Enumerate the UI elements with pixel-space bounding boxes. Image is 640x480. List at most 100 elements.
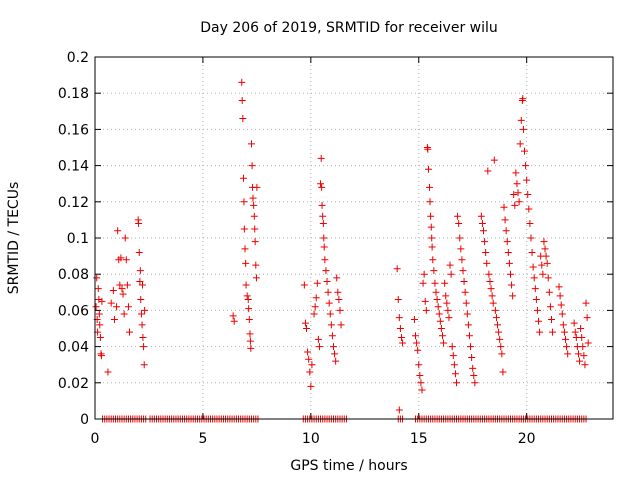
- data-point: [546, 303, 554, 311]
- data-point: [336, 306, 344, 314]
- y-tick-label: 0.2: [67, 50, 89, 66]
- data-point: [140, 343, 148, 351]
- data-point: [243, 292, 251, 300]
- data-point: [584, 339, 592, 347]
- data-point: [321, 256, 329, 264]
- data-point: [578, 334, 586, 342]
- data-point: [248, 162, 256, 170]
- data-point: [447, 270, 455, 278]
- data-point: [424, 165, 432, 173]
- data-point: [576, 357, 584, 365]
- data-point: [136, 277, 144, 285]
- data-point: [501, 216, 509, 224]
- data-point: [252, 261, 260, 269]
- data-point: [536, 328, 544, 336]
- data-point: [396, 325, 404, 332]
- data-point: [464, 321, 472, 329]
- data-point: [334, 288, 342, 296]
- data-point: [119, 290, 127, 298]
- data-point: [465, 332, 473, 340]
- data-point: [469, 364, 477, 372]
- data-point: [118, 285, 126, 293]
- data-point: [571, 328, 579, 336]
- data-point: [558, 310, 566, 318]
- data-point: [506, 270, 514, 278]
- data-point: [332, 357, 340, 365]
- y-axis-ticks: 0 0.02 0.04 0.06 0.08 0.1 0.12 0.14 0.16 0.18 0.2: [58, 50, 613, 428]
- data-point: [104, 368, 112, 376]
- data-point: [517, 116, 525, 124]
- data-point: [527, 234, 535, 242]
- data-point: [95, 310, 103, 318]
- data-point: [533, 306, 541, 314]
- data-point: [557, 301, 565, 309]
- data-point: [456, 234, 464, 242]
- data-point: [454, 212, 462, 220]
- data-point: [138, 321, 146, 329]
- data-point: [395, 314, 403, 322]
- data-point: [478, 220, 486, 228]
- y-tick-label: 0.02: [58, 376, 89, 392]
- data-point: [140, 361, 148, 369]
- data-point: [514, 189, 522, 197]
- data-point: [496, 335, 504, 343]
- data-point: [110, 315, 118, 323]
- data-point: [249, 194, 257, 202]
- y-tick-label: 0.12: [58, 195, 89, 211]
- data-point: [545, 288, 553, 296]
- data-point: [325, 299, 333, 307]
- data-point: [530, 274, 538, 282]
- data-point: [238, 78, 246, 86]
- data-point: [511, 201, 519, 209]
- data-point: [547, 315, 555, 323]
- data-point: [323, 277, 331, 285]
- data-point: [240, 198, 248, 206]
- data-point: [394, 296, 402, 304]
- data-point: [544, 274, 552, 282]
- data-point: [483, 259, 491, 267]
- data-point: [487, 285, 495, 293]
- y-tick-label: 0.14: [58, 159, 89, 175]
- data-point: [242, 281, 250, 289]
- data-point: [448, 343, 456, 351]
- data-point: [445, 314, 453, 322]
- data-point: [489, 299, 497, 307]
- data-point: [320, 234, 328, 242]
- data-point: [96, 334, 104, 342]
- data-point: [515, 198, 523, 206]
- data-point: [528, 248, 536, 256]
- data-point: [97, 352, 105, 360]
- data-point: [319, 220, 327, 228]
- y-tick-label: 0.06: [58, 303, 89, 319]
- data-point: [559, 321, 567, 329]
- data-point: [331, 350, 339, 358]
- data-point: [460, 277, 468, 285]
- data-point: [253, 183, 261, 191]
- x-tick-label: 15: [410, 431, 428, 447]
- data-point: [426, 183, 434, 191]
- data-point: [431, 279, 439, 287]
- data-point: [420, 270, 428, 278]
- data-point: [139, 334, 147, 342]
- data-point: [122, 256, 130, 264]
- data-point: [141, 306, 149, 314]
- data-point: [535, 317, 543, 325]
- data-point: [301, 319, 309, 327]
- data-point: [560, 328, 568, 336]
- data-point: [422, 306, 430, 314]
- data-point: [509, 292, 517, 300]
- data-point: [491, 306, 499, 314]
- data-point: [421, 297, 429, 305]
- data-point: [432, 288, 440, 296]
- data-point: [320, 243, 328, 251]
- data-point: [502, 227, 510, 235]
- data-point: [519, 125, 527, 133]
- data-point: [416, 372, 424, 380]
- x-axis-label: GPS time / hours: [290, 458, 407, 474]
- data-point: [242, 259, 250, 267]
- data-point: [529, 263, 537, 271]
- data-point: [577, 325, 585, 332]
- data-point: [441, 279, 449, 287]
- data-point: [246, 330, 254, 338]
- data-point: [429, 256, 437, 264]
